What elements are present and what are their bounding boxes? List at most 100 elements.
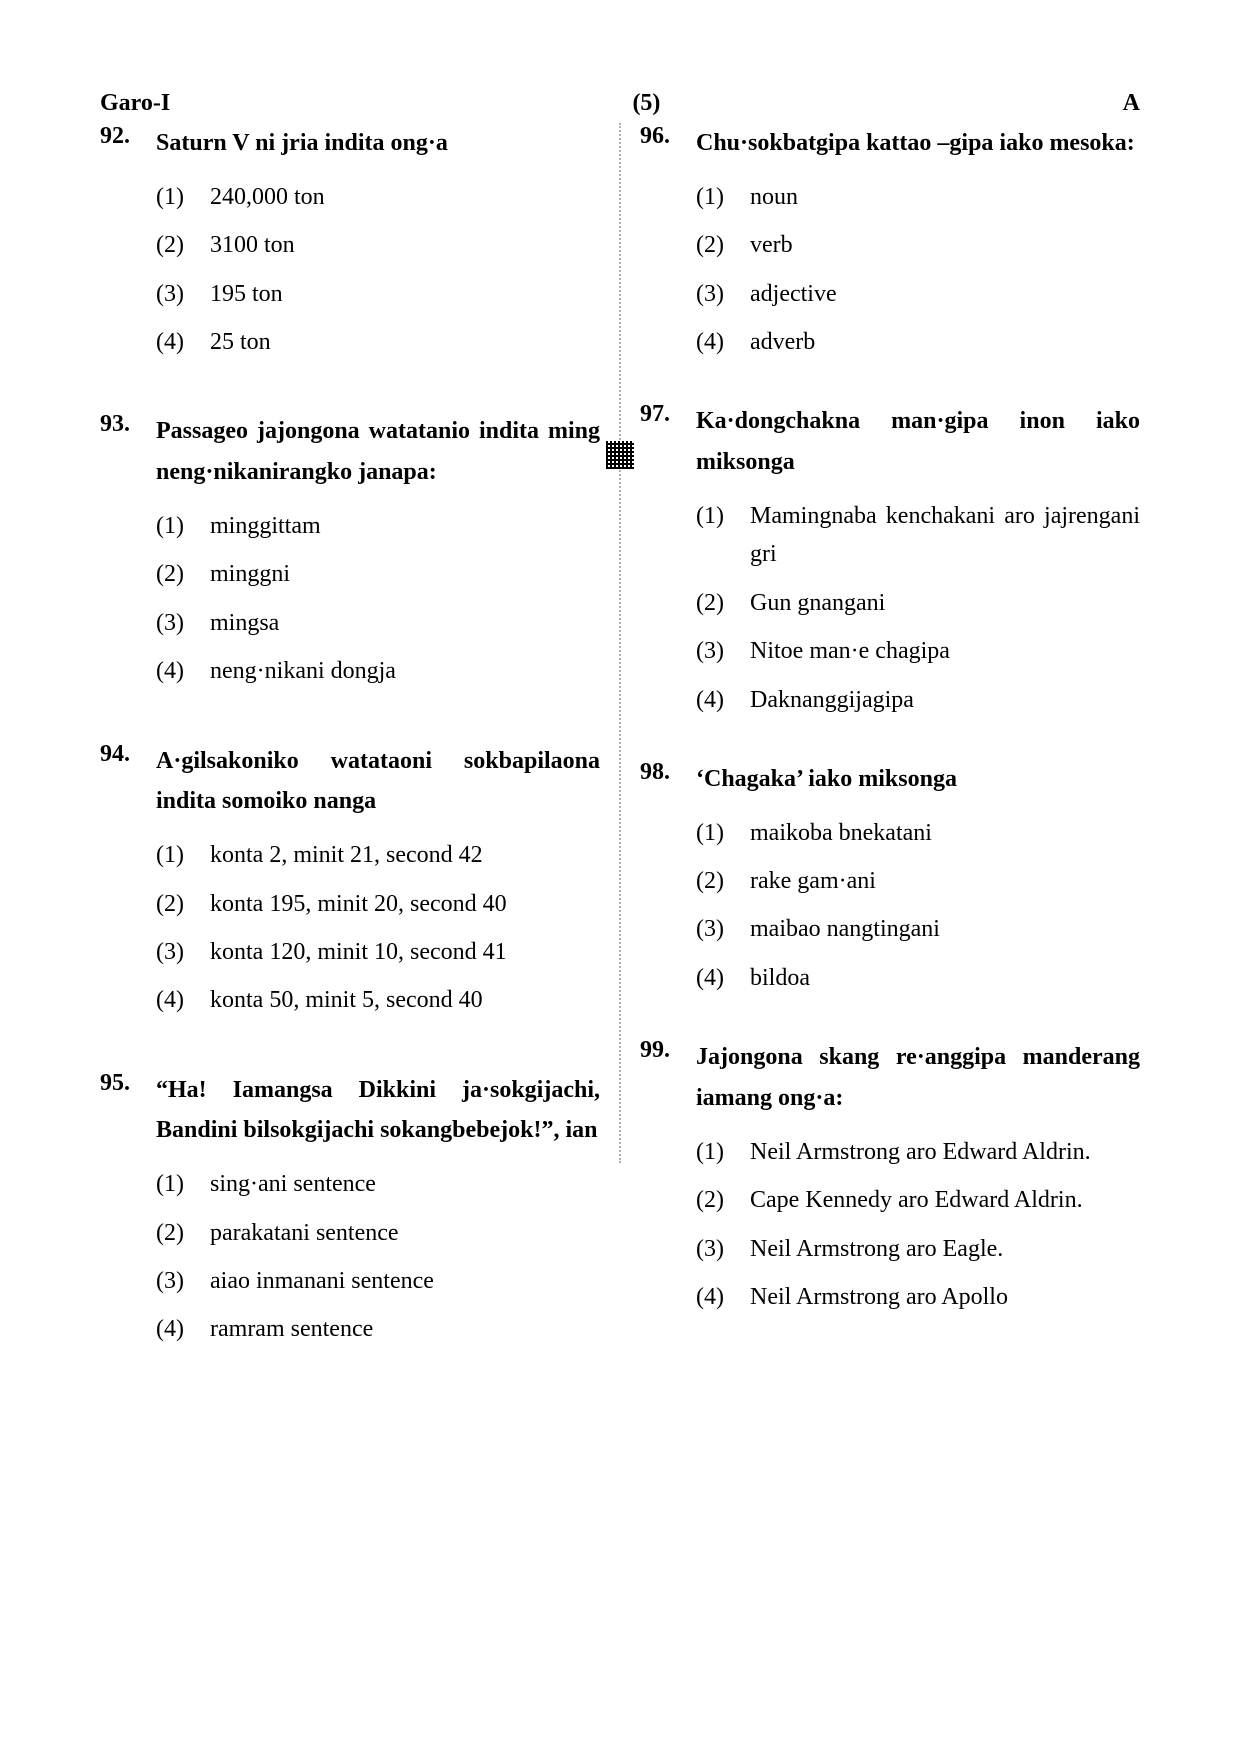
question-stem: Chu·sokbatgipa kattao –gipa iako mesoka: — [696, 123, 1140, 164]
question: 98.‘Chagaka’ iako miksonga(1)maikoba bne… — [640, 759, 1140, 1007]
option-text: Neil Armstrong aro Edward Aldrin. — [750, 1133, 1140, 1171]
question: 99.Jajongona skang re·anggipa manderang … — [640, 1037, 1140, 1326]
question-stem: Jajongona skang re·anggipa manderang iam… — [696, 1037, 1140, 1119]
question-stem: ‘Chagaka’ iako miksonga — [696, 759, 1140, 800]
option-text: sing·ani sentence — [210, 1165, 600, 1203]
question: 92.Saturn V ni jria indita ong·a(1)240,0… — [100, 123, 600, 371]
column-divider — [619, 123, 621, 1163]
question-number: 92. — [100, 123, 156, 371]
option-number: (3) — [696, 632, 750, 670]
question-stem: A·gilsakoniko watataoni sokbapilaona ind… — [156, 741, 600, 823]
option-number: (4) — [696, 959, 750, 997]
option: (4)konta 50, minit 5, second 40 — [156, 981, 600, 1019]
option-number: (3) — [696, 275, 750, 313]
option-text: rake gam·ani — [750, 862, 1140, 900]
option: (1)maikoba bnekatani — [696, 814, 1140, 852]
option: (1)Neil Armstrong aro Edward Aldrin. — [696, 1133, 1140, 1171]
option: (2)3100 ton — [156, 226, 600, 264]
option-number: (1) — [156, 507, 210, 545]
question-body: Chu·sokbatgipa kattao –gipa iako mesoka:… — [696, 123, 1140, 371]
question-number: 95. — [100, 1070, 156, 1359]
option-text: Cape Kennedy aro Edward Aldrin. — [750, 1181, 1140, 1219]
qr-icon — [606, 441, 634, 469]
option-text: mingsa — [210, 604, 600, 642]
option: (2)parakatani sentence — [156, 1214, 600, 1252]
question-number: 97. — [640, 401, 696, 729]
options-list: (1)240,000 ton(2)3100 ton(3)195 ton(4)25… — [156, 178, 600, 362]
option: (4)ramram sentence — [156, 1310, 600, 1348]
question: 96.Chu·sokbatgipa kattao –gipa iako meso… — [640, 123, 1140, 371]
option-text: konta 195, minit 20, second 40 — [210, 885, 600, 923]
option-number: (2) — [156, 885, 210, 923]
option-number: (3) — [156, 1262, 210, 1300]
question-stem: Saturn V ni jria indita ong·a — [156, 123, 600, 164]
option: (3)Neil Armstrong aro Eagle. — [696, 1230, 1140, 1268]
option-text: konta 120, minit 10, second 41 — [210, 933, 600, 971]
header-center: (5) — [632, 90, 660, 117]
option: (4)neng·nikani dongja — [156, 652, 600, 690]
option-text: maikoba bnekatani — [750, 814, 1140, 852]
option-number: (1) — [696, 178, 750, 216]
question: 94.A·gilsakoniko watataoni sokbapilaona … — [100, 741, 600, 1030]
option: (2)Gun gnangani — [696, 584, 1140, 622]
option: (4)adverb — [696, 323, 1140, 361]
question-number: 94. — [100, 741, 156, 1030]
option-text: adjective — [750, 275, 1140, 313]
question-body: Saturn V ni jria indita ong·a(1)240,000 … — [156, 123, 600, 371]
option-number: (3) — [696, 1230, 750, 1268]
option-text: minggittam — [210, 507, 600, 545]
option-text: Nitoe man·e chagipa — [750, 632, 1140, 670]
option-text: 25 ton — [210, 323, 600, 361]
option-text: bildoa — [750, 959, 1140, 997]
option-number: (2) — [696, 226, 750, 264]
left-column: 92.Saturn V ni jria indita ong·a(1)240,0… — [100, 123, 600, 1399]
option: (4)Daknanggijagipa — [696, 681, 1140, 719]
option: (3)maibao nangtingani — [696, 910, 1140, 948]
option-text: noun — [750, 178, 1140, 216]
option-text: parakatani sentence — [210, 1214, 600, 1252]
option-number: (2) — [156, 555, 210, 593]
option-text: 3100 ton — [210, 226, 600, 264]
option-text: aiao inmanani sentence — [210, 1262, 600, 1300]
option: (1)konta 2, minit 21, second 42 — [156, 836, 600, 874]
option-text: Daknanggijagipa — [750, 681, 1140, 719]
options-list: (1)sing·ani sentence(2)parakatani senten… — [156, 1165, 600, 1349]
option-text: konta 2, minit 21, second 42 — [210, 836, 600, 874]
option-number: (1) — [696, 497, 750, 574]
option-text: maibao nangtingani — [750, 910, 1140, 948]
question-body: Passageo jajongona watatanio indita ming… — [156, 411, 600, 700]
option: (4)25 ton — [156, 323, 600, 361]
option: (4)bildoa — [696, 959, 1140, 997]
option-text: Neil Armstrong aro Apollo — [750, 1278, 1140, 1316]
question-number: 99. — [640, 1037, 696, 1326]
option-number: (4) — [156, 652, 210, 690]
option-number: (2) — [156, 226, 210, 264]
question-body: ‘Chagaka’ iako miksonga (1)maikoba bnekat… — [696, 759, 1140, 1007]
option-number: (3) — [156, 604, 210, 642]
option-number: (1) — [156, 1165, 210, 1203]
option-text: 195 ton — [210, 275, 600, 313]
option-number: (1) — [156, 836, 210, 874]
option: (1)minggittam — [156, 507, 600, 545]
options-list: (1)Mamingnaba kenchakani aro jajrengani … — [696, 497, 1140, 719]
option-text: 240,000 ton — [210, 178, 600, 216]
right-column: 96.Chu·sokbatgipa kattao –gipa iako meso… — [640, 123, 1140, 1399]
header-left: Garo-I — [100, 90, 170, 117]
question: 95.“Ha! Iamangsa Dikkini ja·sokgijachi, … — [100, 1070, 600, 1359]
question: 97.Ka·dongchakna man·gipa inon iako miks… — [640, 401, 1140, 729]
option-number: (2) — [696, 862, 750, 900]
option: (2)rake gam·ani — [696, 862, 1140, 900]
options-list: (1)minggittam(2)minggni(3)mingsa(4)neng·… — [156, 507, 600, 691]
question-stem: Passageo jajongona watatanio indita ming… — [156, 411, 600, 493]
option: (3)195 ton — [156, 275, 600, 313]
option-number: (2) — [696, 1181, 750, 1219]
question-body: Jajongona skang re·anggipa manderang iam… — [696, 1037, 1140, 1326]
question-body: Ka·dongchakna man·gipa inon iako miksong… — [696, 401, 1140, 729]
header-right: A — [1123, 90, 1140, 117]
option: (3)adjective — [696, 275, 1140, 313]
option-number: (4) — [156, 981, 210, 1019]
option-text: minggni — [210, 555, 600, 593]
question-stem: “Ha! Iamangsa Dikkini ja·sokgijachi, Ban… — [156, 1070, 600, 1152]
option-number: (2) — [156, 1214, 210, 1252]
option: (3)mingsa — [156, 604, 600, 642]
